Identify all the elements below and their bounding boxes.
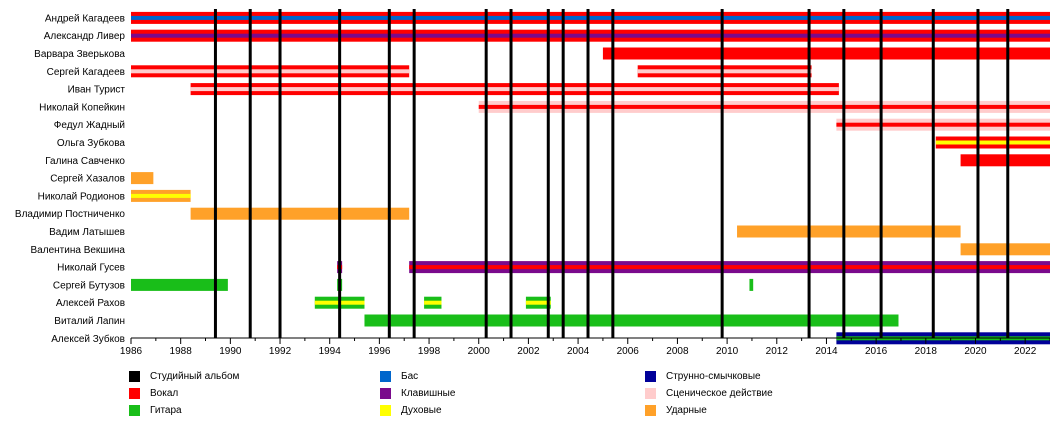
x-tick-label: 2022 (1014, 346, 1037, 357)
member-name: Валентина Векшина (31, 245, 126, 256)
member-bar-fill (364, 314, 899, 327)
member-name: Федул Жадный (54, 120, 125, 131)
member-bar-secondary (131, 15, 1050, 20)
member-bar-secondary (637, 69, 812, 74)
x-tick-label: 1992 (269, 346, 292, 357)
member-bar-secondary (424, 300, 442, 305)
x-tick-label: 2010 (716, 346, 739, 357)
member-name: Алексей Рахов (56, 298, 125, 309)
album-lines (213, 9, 1010, 338)
member-bar (190, 207, 410, 220)
member-bar-secondary (190, 87, 839, 92)
member-name: Иван Турист (68, 85, 126, 96)
member-bar (935, 136, 1050, 149)
x-tick-label: 2008 (666, 346, 689, 357)
member-bar (409, 261, 1050, 274)
member-bar-fill (190, 207, 410, 220)
member-bar-fill (131, 172, 154, 185)
member-bar (637, 65, 812, 78)
member-bar-fill (960, 154, 1050, 167)
member-bar-secondary (525, 300, 551, 305)
x-tick-label: 1996 (368, 346, 391, 357)
member-bar (131, 65, 410, 78)
member-bar (836, 118, 1050, 131)
x-tick-label: 2020 (964, 346, 987, 357)
x-tick-label: 2006 (617, 346, 640, 357)
x-tick-label: 2004 (567, 346, 590, 357)
member-name: Ольга Зубкова (57, 137, 126, 149)
member-bar-secondary (131, 33, 1050, 38)
member-name: Николай Гусев (57, 263, 125, 274)
x-tick-label: 1990 (219, 346, 242, 357)
member-bar (737, 225, 961, 238)
member-bar (131, 278, 228, 291)
member-bar (190, 83, 839, 96)
member-name: Вадим Латышев (49, 227, 125, 238)
member-bar (749, 278, 754, 291)
member-bar-secondary (935, 140, 1050, 145)
member-bar (131, 11, 1050, 24)
member-bar-secondary (131, 193, 191, 198)
member-bar (525, 296, 551, 309)
member-bar (131, 29, 1050, 42)
x-tick-label: 2014 (815, 346, 838, 357)
member-bar-secondary (131, 69, 410, 74)
member-name: Андрей Кагадеев (45, 13, 125, 24)
member-name: Алексей Зубков (51, 333, 125, 345)
x-tick-label: 1994 (319, 346, 342, 357)
x-tick-label: 2018 (915, 346, 938, 357)
member-bar-fill (602, 47, 1050, 60)
member-bar (131, 189, 191, 202)
member-bar-secondary (836, 122, 1050, 127)
member-bar (131, 172, 154, 185)
member-name: Сергей Хазалов (50, 174, 125, 185)
member-bar (364, 314, 899, 327)
member-name: Сергей Бутузов (53, 280, 125, 291)
member-names: Андрей Кагадеев Александр Ливер Варвара Зв… (15, 13, 126, 344)
member-bar-fill (737, 225, 961, 238)
member-bar-secondary (478, 104, 1050, 109)
member-bar-fill (960, 243, 1050, 256)
member-bar (602, 47, 1050, 60)
member-name: Варвара Зверькова (34, 49, 125, 60)
member-name: Сергей Кагадеев (47, 67, 125, 78)
x-tick-label: 2016 (865, 346, 888, 357)
member-bars (131, 11, 1050, 345)
x-tick-label: 2002 (517, 346, 540, 357)
member-bar-fill (131, 278, 228, 291)
member-bar (960, 154, 1050, 167)
member-bar (424, 296, 442, 309)
member-name: Галина Савченко (45, 156, 125, 167)
x-tick-label: 1988 (170, 346, 193, 357)
member-bar-secondary (409, 265, 1050, 270)
x-tick-label: 2000 (468, 346, 491, 357)
member-name: Николай Копейкин (39, 102, 125, 113)
member-bar (478, 100, 1050, 113)
x-axis: 1986 1988 1990 1992 1994 1996 1998 2000 2002 2004… (120, 337, 1050, 357)
member-name: Николай Родионов (38, 191, 125, 202)
x-tick-label: 1986 (120, 346, 143, 357)
member-name: Александр Ливер (44, 31, 126, 42)
x-tick-label: 2012 (766, 346, 789, 357)
member-name: Виталий Лапин (54, 316, 125, 327)
x-tick-label: 1998 (418, 346, 441, 357)
member-name: Владимир Постниченко (15, 209, 126, 220)
member-bar-fill (749, 278, 754, 291)
member-bar (960, 243, 1050, 256)
